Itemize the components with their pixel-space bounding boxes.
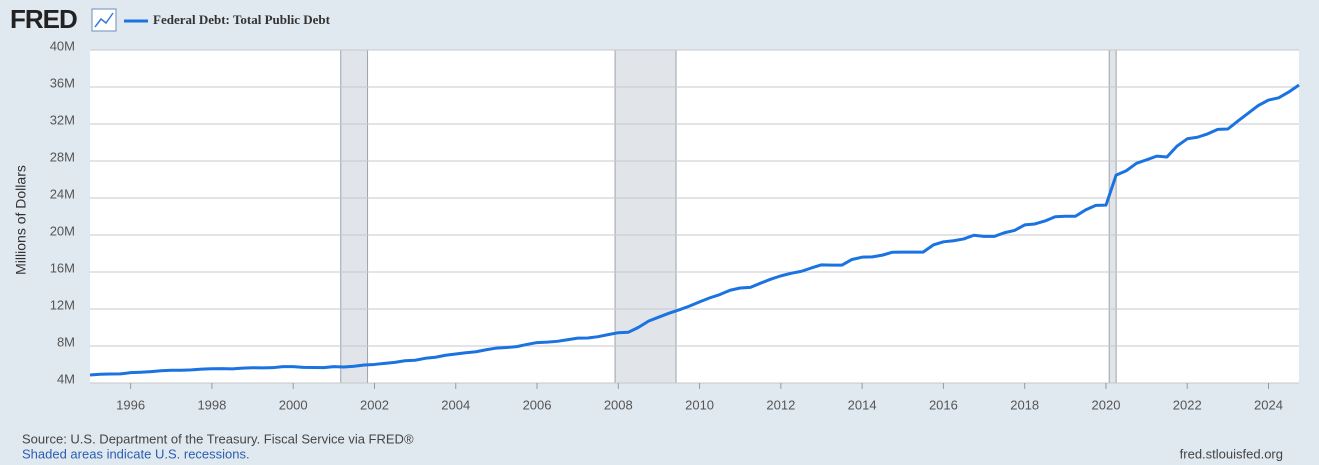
y-tick-label: 16M: [50, 260, 75, 275]
x-tick-label: 2010: [685, 397, 714, 412]
y-tick-label: 24M: [50, 186, 75, 201]
x-tick-label: 2016: [929, 397, 958, 412]
logo: FRED: [10, 4, 77, 34]
y-axis-label: Millions of Dollars: [13, 165, 29, 275]
y-tick-label: 32M: [50, 112, 75, 127]
data-line: [89, 83, 1300, 377]
site-link[interactable]: fred.stlouisfed.org: [1180, 446, 1283, 461]
x-tick-label: 2014: [848, 397, 877, 412]
x-tick-label: 2000: [279, 397, 308, 412]
y-tick-label: 8M: [57, 334, 75, 349]
y-tick-label: 36M: [50, 75, 75, 90]
recession-band: [340, 49, 369, 384]
y-tick-label: 4M: [57, 371, 75, 386]
x-tick-label: 2004: [441, 397, 470, 412]
recession-band: [1108, 49, 1117, 384]
source: Source: U.S. Department of the Treasury.…: [22, 431, 414, 446]
y-tick-label: 28M: [50, 149, 75, 164]
x-tick-label: 2024: [1254, 397, 1283, 412]
x-tick-label: 1996: [116, 397, 145, 412]
y-tick-label: 12M: [50, 297, 75, 312]
x-tick-label: 2020: [1092, 397, 1121, 412]
y-tick-label: 20M: [50, 223, 75, 238]
x-tick-label: 1998: [197, 397, 226, 412]
plot-area: [90, 50, 1299, 383]
y-tick-label: 40M: [50, 38, 75, 53]
logo-icon: [91, 8, 117, 32]
x-tick-label: 2022: [1173, 397, 1202, 412]
x-tick-label: 2012: [766, 397, 795, 412]
x-tick-label: 2018: [1010, 397, 1039, 412]
x-tick-label: 2002: [360, 397, 389, 412]
x-tick-label: 2006: [523, 397, 552, 412]
legend-label: Federal Debt: Total Public Debt: [153, 12, 331, 27]
recession-note: Shaded areas indicate U.S. recessions.: [22, 446, 250, 461]
x-tick-label: 2008: [604, 397, 633, 412]
recession-band: [614, 49, 677, 384]
